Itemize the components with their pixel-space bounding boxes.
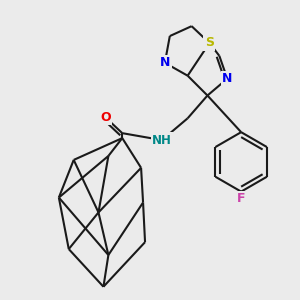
Text: N: N — [160, 56, 170, 69]
Text: S: S — [205, 37, 214, 50]
Text: N: N — [222, 72, 232, 85]
Text: O: O — [100, 111, 111, 124]
Text: F: F — [237, 192, 245, 205]
Text: NH: NH — [152, 134, 172, 147]
